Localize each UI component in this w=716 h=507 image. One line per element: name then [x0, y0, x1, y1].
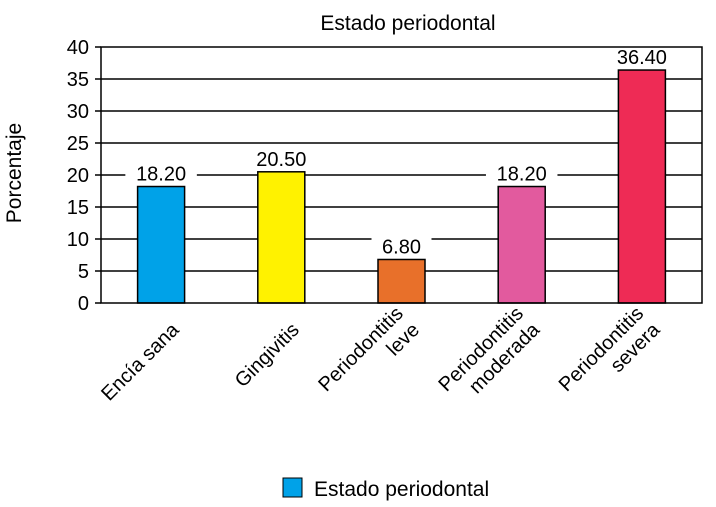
value-label: 18.20	[497, 164, 547, 186]
x-tick-label-line: Encía sana	[97, 318, 184, 405]
y-tick-label: 40	[67, 37, 89, 59]
value-label-bg	[245, 148, 318, 169]
y-tick-label: 35	[67, 69, 89, 91]
y-tick-label: 20	[67, 165, 89, 187]
grid-lines	[101, 78, 702, 272]
x-tick-label: Encía sana	[97, 318, 184, 405]
value-label: 20.50	[256, 149, 306, 171]
y-axis-ticks: 0 5 10 15 20 25 30 35 40	[67, 37, 101, 315]
value-labels: 18.20 20.50 6.80 18.20 36.40	[125, 47, 678, 258]
y-axis-label: Porcentaje	[3, 123, 26, 223]
value-label-bg	[371, 236, 432, 257]
bar	[257, 171, 306, 304]
y-tick-label: 0	[78, 293, 89, 315]
y-tick-label: 5	[78, 261, 89, 283]
bar	[377, 258, 426, 304]
legend-label: Estado periodontal	[314, 478, 489, 501]
value-label-bg	[485, 163, 558, 184]
bar	[497, 185, 546, 304]
bar	[136, 185, 186, 304]
value-label: 18.20	[136, 164, 186, 186]
value-label-bg	[125, 163, 197, 184]
x-tick-label: Gingivitis	[231, 319, 304, 392]
value-label: 36.40	[617, 47, 667, 69]
x-tick-label-line: Gingivitis	[231, 319, 304, 392]
bar	[617, 69, 667, 304]
y-tick-label: 10	[67, 229, 89, 251]
y-tick-label: 30	[67, 101, 89, 123]
y-tick-label: 25	[67, 133, 89, 155]
legend: Estado periodontal	[282, 477, 489, 501]
value-label-bg	[606, 47, 678, 68]
chart-title: Estado periodontal	[320, 12, 495, 35]
bars	[136, 69, 667, 304]
plot-frame	[100, 46, 703, 304]
legend-swatch	[282, 477, 303, 498]
value-label: 6.80	[382, 236, 421, 258]
y-tick-label: 15	[67, 197, 89, 219]
